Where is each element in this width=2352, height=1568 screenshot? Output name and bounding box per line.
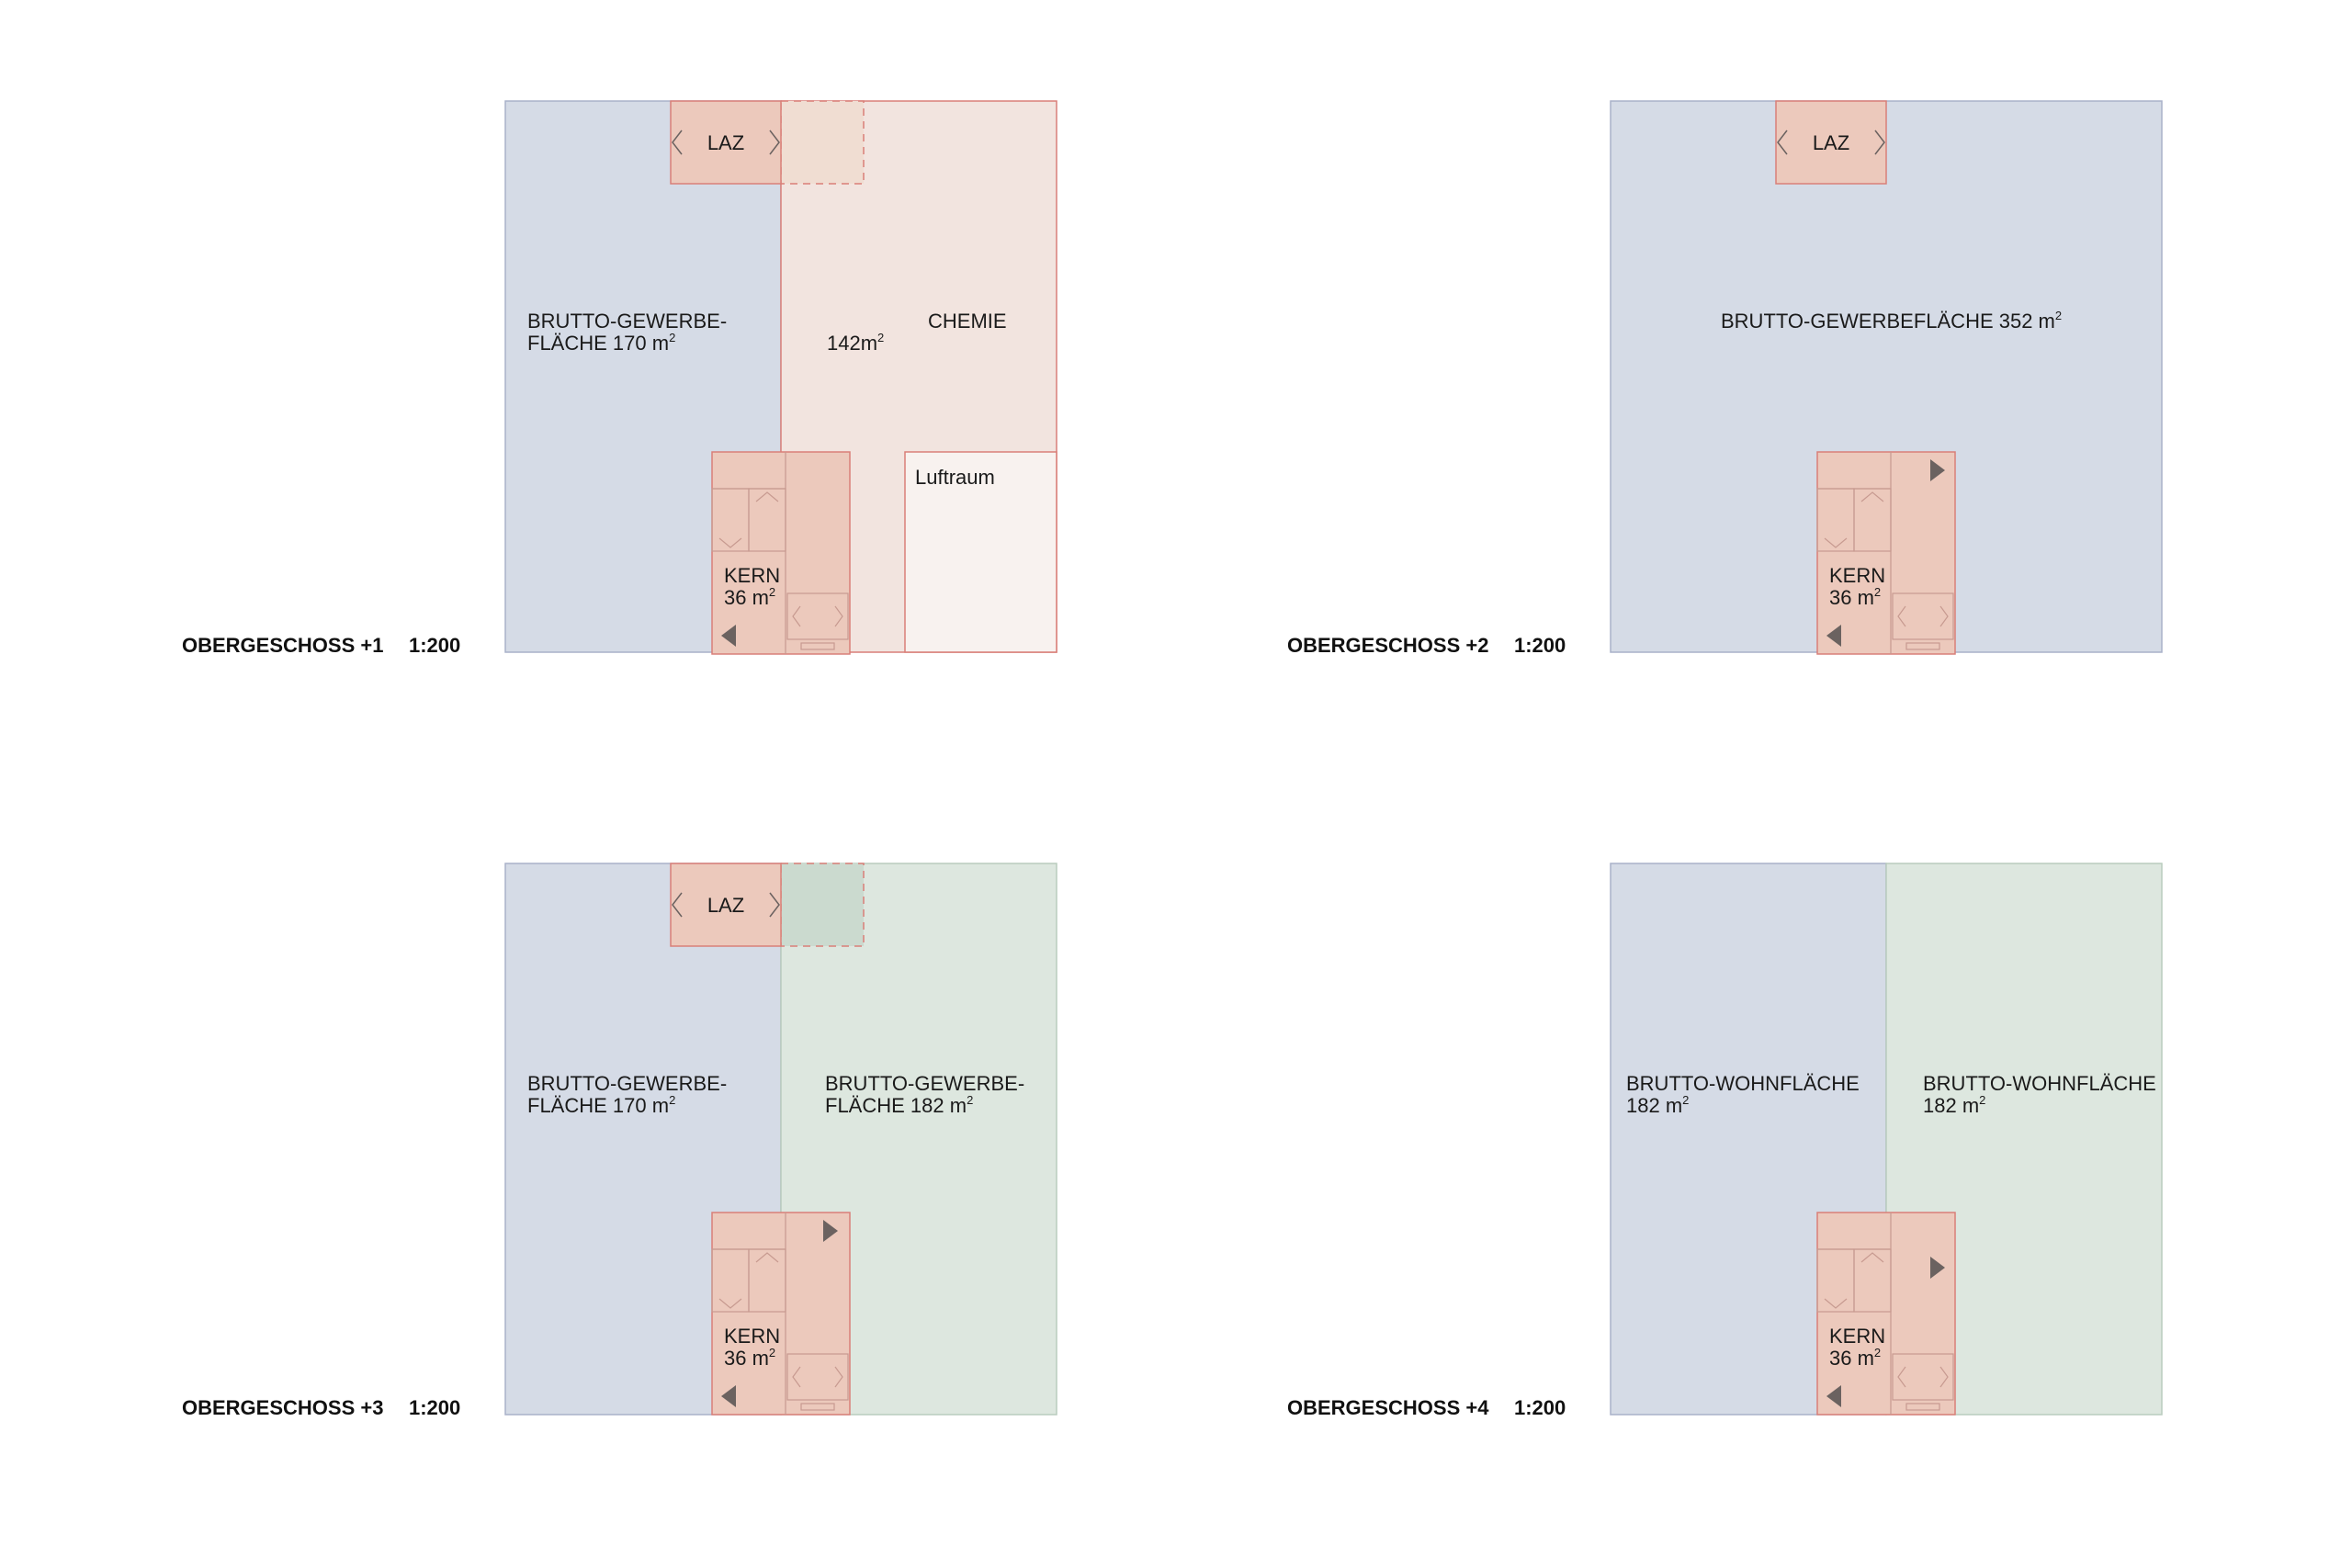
kern-label: KERN <box>724 1325 780 1348</box>
laz-block <box>670 863 782 947</box>
area-label-right-name: CHEMIE <box>928 310 1007 333</box>
plan-og4: BRUTTO-WOHNFLÄCHE 182 m2 BRUTTO-WOHNFLÄC… <box>1287 863 2163 1419</box>
laz-label: LAZ <box>1813 131 1849 154</box>
laz-block <box>1775 100 1887 185</box>
chevron-right-icon <box>1874 130 1885 155</box>
kern-area: 36 m2 <box>1829 1346 1881 1370</box>
triangle-arrow-icon <box>1930 459 1945 481</box>
chevron-right-icon <box>769 130 780 155</box>
plan-og2: LAZ BRUTTO-GEWERBEFLÄCHE 352 m2 KERN 36 … <box>1287 100 2163 657</box>
plan-og3: LAZ BRUTTO-GEWERBE- FLÄCHE 170 m2 BRUTTO… <box>182 863 1057 1419</box>
plan-title: OBERGESCHOSS +3 <box>182 1396 383 1419</box>
chevron-left-icon <box>672 892 683 918</box>
kern-label: KERN <box>1829 1325 1885 1348</box>
plan-title: OBERGESCHOSS +2 <box>1287 634 1488 657</box>
plan-scale: 1:200 <box>1514 634 1566 657</box>
area-label-left: BRUTTO-GEWERBE- <box>527 310 727 333</box>
kern-label: KERN <box>724 564 780 587</box>
laz-overlap <box>780 100 865 185</box>
laz-label: LAZ <box>707 894 744 917</box>
triangle-arrow-icon <box>1826 625 1841 647</box>
chevron-left-icon <box>672 130 683 155</box>
area-label-full: BRUTTO-GEWERBEFLÄCHE 352 m2 <box>1721 309 2062 333</box>
plan-scale: 1:200 <box>409 634 460 657</box>
plan-title: OBERGESCHOSS +1 <box>182 634 383 657</box>
area-label-left: BRUTTO-WOHNFLÄCHE <box>1626 1072 1860 1095</box>
area-label-right: BRUTTO-WOHNFLÄCHE <box>1923 1072 2156 1095</box>
kern-label: KERN <box>1829 564 1885 587</box>
triangle-arrow-icon <box>823 1220 838 1242</box>
area-label-right-area: 142m2 <box>827 331 884 355</box>
kern-core <box>1816 1212 1956 1416</box>
area-label-left-2: FLÄCHE 170 m2 <box>527 1093 675 1117</box>
triangle-arrow-icon <box>1930 1257 1945 1279</box>
area-label-left-2: FLÄCHE 170 m2 <box>527 331 675 355</box>
kern-area: 36 m2 <box>724 1346 775 1370</box>
kern-area: 36 m2 <box>1829 585 1881 609</box>
chevron-left-icon <box>1777 130 1788 155</box>
area-label-right: BRUTTO-GEWERBE- <box>825 1072 1024 1095</box>
area-label-left-2: 182 m2 <box>1626 1093 1689 1117</box>
luftraum-label: Luftraum <box>915 466 995 489</box>
triangle-arrow-icon <box>1826 1385 1841 1407</box>
kern-area: 36 m2 <box>724 585 775 609</box>
laz-label: LAZ <box>707 131 744 154</box>
kern-core <box>711 1212 851 1416</box>
triangle-arrow-icon <box>721 625 736 647</box>
laz-block <box>670 100 782 185</box>
chevron-right-icon <box>769 892 780 918</box>
area-label-left: BRUTTO-GEWERBE- <box>527 1072 727 1095</box>
kern-core <box>1816 451 1956 655</box>
plan-scale: 1:200 <box>409 1396 460 1419</box>
laz-overlap <box>780 863 865 947</box>
area-label-right-2: 182 m2 <box>1923 1093 1985 1117</box>
plan-scale: 1:200 <box>1514 1396 1566 1419</box>
plan-title: OBERGESCHOSS +4 <box>1287 1396 1489 1419</box>
plan-og1: LAZ BRUTTO-GEWERBE- FLÄCHE 170 m2 142m2 … <box>182 100 1057 657</box>
area-label-right-2: FLÄCHE 182 m2 <box>825 1093 973 1117</box>
luftraum-area <box>904 451 1057 653</box>
triangle-arrow-icon <box>721 1385 736 1407</box>
kern-core <box>711 451 851 655</box>
